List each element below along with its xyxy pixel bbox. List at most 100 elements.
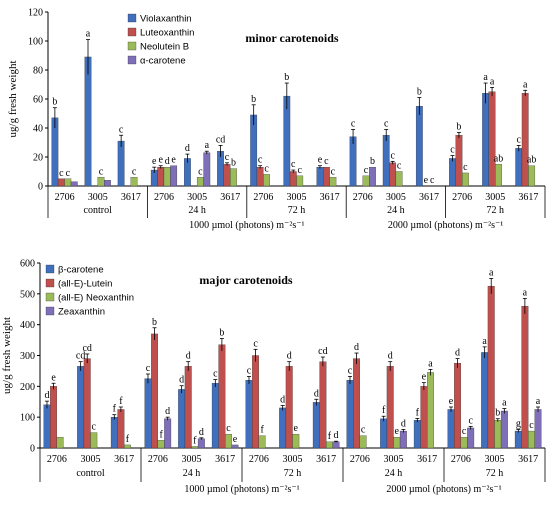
bar	[488, 91, 496, 187]
significance-label: c	[450, 145, 455, 156]
y-tick-label: 100	[28, 37, 43, 48]
significance-label: g	[516, 419, 521, 430]
genotype-label: 3005	[384, 454, 404, 465]
genotype-label: 3005	[283, 454, 303, 465]
panel-title: major carotenoids	[199, 273, 293, 287]
significance-label: e	[424, 175, 429, 186]
significance-label: d	[165, 156, 170, 167]
bar	[467, 427, 475, 449]
bar	[245, 380, 253, 449]
bar	[346, 380, 354, 449]
genotype-label: 3617	[316, 454, 336, 465]
significance-label: d	[388, 351, 393, 362]
bar	[481, 352, 489, 449]
bar	[83, 358, 91, 449]
bar	[323, 166, 330, 187]
legend-label: Violaxanthin	[140, 14, 192, 25]
group-label: control	[76, 468, 105, 479]
bar	[263, 174, 270, 187]
genotype-label: 3005	[182, 454, 202, 465]
significance-label: e	[233, 434, 238, 445]
genotype-label: 2706	[353, 192, 373, 203]
legend-label: β-carotene	[58, 265, 104, 276]
bar	[50, 386, 57, 449]
significance-label: d	[455, 348, 460, 359]
significance-label: c	[361, 425, 366, 436]
bar	[528, 430, 535, 449]
bar	[164, 418, 172, 449]
significance-label: c	[463, 162, 468, 173]
group-label: 24 h	[183, 468, 201, 479]
significance-label: f	[193, 435, 197, 446]
legend-swatch	[45, 278, 55, 288]
bar	[51, 117, 59, 187]
bar	[231, 444, 239, 449]
genotype-label: 2706	[55, 192, 75, 203]
significance-label: d	[179, 375, 184, 386]
bar	[43, 404, 51, 449]
genotype-label: 2706	[249, 454, 269, 465]
significance-label: e	[449, 396, 454, 407]
bar	[163, 166, 171, 187]
significance-label: c	[430, 175, 435, 186]
y-tick-label: 40	[33, 124, 43, 135]
y-tick-label: 120	[28, 8, 43, 19]
genotype-label: 2706	[148, 454, 168, 465]
bar	[316, 166, 324, 187]
legend-label: Neolutein B	[140, 42, 189, 53]
y-tick-label: 0	[38, 182, 43, 193]
y-tick-label: 300	[20, 351, 35, 362]
significance-label: e	[294, 423, 299, 434]
bar	[359, 435, 367, 449]
panel-title: minor carotenoids	[245, 31, 339, 45]
bar	[515, 148, 523, 187]
genotype-label: 3617	[518, 454, 538, 465]
y-tick-label: 400	[20, 320, 35, 331]
legend-swatch	[45, 306, 55, 316]
bar	[380, 418, 388, 449]
significance-label: c	[529, 420, 534, 431]
significance-label: d	[44, 390, 49, 401]
significance-label: f	[328, 431, 332, 442]
significance-label: d	[354, 342, 359, 353]
bar	[151, 333, 158, 449]
bar	[64, 178, 72, 187]
genotype-label: 2706	[350, 454, 370, 465]
bar	[104, 180, 111, 187]
bar	[534, 409, 542, 449]
significance-label: c	[462, 426, 467, 437]
condition-label: 1000 µmol (photons) m⁻²s⁻¹	[189, 220, 304, 231]
y-axis-title: ug/g fresh weight	[1, 317, 13, 394]
bar	[420, 386, 428, 449]
bar	[283, 95, 291, 187]
significance-label: d	[165, 406, 170, 417]
genotype-label: 2706	[452, 192, 472, 203]
significance-label: f	[126, 434, 130, 445]
bar	[184, 366, 192, 449]
bar	[223, 164, 231, 187]
genotype-label: 2706	[451, 454, 471, 465]
bar	[196, 177, 204, 187]
significance-label: a	[482, 336, 487, 347]
bar	[289, 171, 297, 187]
bar	[117, 140, 125, 187]
bar	[349, 136, 357, 187]
genotype-label: 3005	[187, 192, 207, 203]
genotype-label: 3005	[485, 192, 505, 203]
significance-label: c	[351, 118, 356, 129]
significance-label: b	[152, 317, 157, 328]
significance-label: c	[397, 161, 402, 172]
bar	[252, 355, 259, 449]
significance-label: c	[298, 165, 303, 176]
bar	[462, 172, 469, 187]
genotype-label: 3617	[215, 454, 235, 465]
bar	[225, 433, 232, 449]
significance-label: a	[523, 79, 528, 90]
significance-label: ab	[527, 155, 536, 166]
significance-label: a	[536, 396, 541, 407]
bar	[399, 430, 407, 449]
bar	[56, 437, 64, 449]
significance-label: e	[171, 155, 176, 166]
